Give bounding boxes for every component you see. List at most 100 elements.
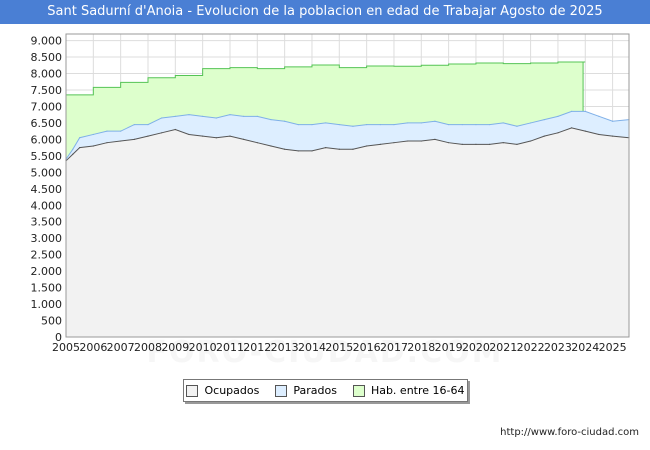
y-tick-label-14: 7.000 <box>31 100 63 113</box>
data-point-ocupados-8 <box>161 132 163 134</box>
data-point-parados-5 <box>120 130 122 132</box>
data-point-parados-29 <box>448 123 450 126</box>
y-tick-label-9: 4.500 <box>31 183 63 196</box>
watermark: FORO-CIUDAD.COM <box>0 335 650 370</box>
legend-label-ocupados: Ocupados <box>204 384 260 397</box>
data-point-parados-24 <box>379 123 381 126</box>
data-point-parados-31 <box>475 123 477 126</box>
data-point-ocupados-31 <box>475 143 477 145</box>
x-tick-label-7: 2012 <box>243 341 271 354</box>
x-tick-label-10: 2015 <box>325 341 353 354</box>
data-point-ocupados-15 <box>256 142 258 144</box>
x-axis: 2005 2006 2007 2008 2009 2010 2011 2012 2013 2014… <box>52 341 627 354</box>
data-point-parados-26 <box>407 122 409 124</box>
legend-label-parados: Parados <box>293 384 337 397</box>
data-point-parados-22 <box>352 125 354 127</box>
y-tick-label-12: 6.000 <box>31 133 63 146</box>
data-point-parados-28 <box>434 120 436 122</box>
data-point-parados-14 <box>243 115 245 117</box>
plot-border <box>65 33 630 338</box>
data-point-ocupados-22 <box>352 148 354 150</box>
data-point-parados-18 <box>297 123 299 126</box>
data-point-ocupados-32 <box>489 143 491 145</box>
data-point-parados-20 <box>325 122 327 124</box>
legend-swatch-hab <box>352 384 365 397</box>
y-tick-label-1: 500 <box>41 315 62 328</box>
data-point-parados-9 <box>174 115 176 117</box>
data-point-parados-35 <box>530 122 532 124</box>
data-point-parados-1 <box>72 148 74 150</box>
x-tick-label-13: 2018 <box>407 341 435 354</box>
legend-label-hab: Hab. entre 16-64 <box>370 384 465 397</box>
data-point-ocupados-2 <box>79 147 81 149</box>
data-point-ocupados-1 <box>72 153 74 155</box>
y-tick-label-17: 8.500 <box>31 51 63 64</box>
data-point-parados-37 <box>557 115 559 117</box>
y-tick-label-4: 2.000 <box>31 265 63 278</box>
y-tick-label-8: 4.000 <box>31 199 63 212</box>
data-point-parados-30 <box>461 123 463 126</box>
data-point-parados-34 <box>516 125 518 127</box>
data-point-ocupados-14 <box>243 138 245 140</box>
data-point-ocupados-25 <box>393 142 395 144</box>
data-point-parados-7 <box>147 123 149 126</box>
x-tick-label-6: 2011 <box>216 341 244 354</box>
y-tick-label-16: 8.000 <box>31 68 63 81</box>
series-line-hab <box>66 61 586 112</box>
chart-canvas: 0 500 1.000 1.500 2.000 2.500 3.000 3.500 4.000 4… <box>31 33 630 354</box>
data-point-parados-36 <box>543 119 545 121</box>
data-point-ocupados-41 <box>612 135 614 137</box>
y-tick-label-6: 3.000 <box>31 232 63 245</box>
x-tick-label-20: 2025 <box>599 341 627 354</box>
x-tick-label-8: 2013 <box>271 341 299 354</box>
x-tick-label-9: 2014 <box>298 341 326 354</box>
source-url[interactable]: http://www.foro-ciudad.com <box>500 427 639 438</box>
y-tick-label-3: 1.500 <box>31 282 63 295</box>
x-tick-label-19: 2024 <box>571 341 599 354</box>
data-point-parados-40 <box>598 115 600 117</box>
y-tick-label-11: 5.500 <box>31 150 63 163</box>
data-point-ocupados-4 <box>106 142 108 144</box>
legend: Ocupados Parados Hab. entre 16-64 <box>183 379 468 402</box>
x-tick-label-15: 2020 <box>462 341 490 354</box>
data-point-parados-23 <box>366 123 368 126</box>
x-tick-label-11: 2016 <box>353 341 381 354</box>
data-point-ocupados-23 <box>366 145 368 147</box>
data-point-parados-15 <box>256 115 258 117</box>
data-point-ocupados-38 <box>571 127 573 129</box>
legend-swatch-parados <box>275 384 288 397</box>
y-tick-label-5: 2.500 <box>31 249 63 262</box>
data-point-ocupados-3 <box>92 145 94 147</box>
x-tick-label-4: 2009 <box>161 341 189 354</box>
data-point-parados-41 <box>612 120 614 122</box>
data-point-ocupados-7 <box>147 135 149 137</box>
data-point-parados-11 <box>202 115 204 117</box>
legend-swatch-ocupados <box>186 384 199 397</box>
y-tick-label-0: 0 <box>55 331 62 344</box>
data-point-parados-16 <box>270 119 272 121</box>
data-point-parados-32 <box>489 123 491 126</box>
data-point-ocupados-9 <box>174 128 176 131</box>
data-point-parados-38 <box>571 110 573 112</box>
data-point-ocupados-10 <box>188 133 190 136</box>
data-point-parados-39 <box>584 110 586 112</box>
y-axis: 0 500 1.000 1.500 2.000 2.500 3.000 3.500 4.000 4… <box>31 35 63 344</box>
data-point-parados-4 <box>106 130 108 132</box>
data-point-parados-27 <box>420 122 422 124</box>
data-point-ocupados-27 <box>420 140 422 142</box>
data-point-ocupados-34 <box>516 143 518 145</box>
y-tick-label-18: 9.000 <box>31 35 63 48</box>
x-tick-label-0: 2005 <box>52 341 80 354</box>
data-point-parados-8 <box>161 117 163 119</box>
x-tick-label-1: 2006 <box>79 341 107 354</box>
data-point-parados-12 <box>215 117 217 119</box>
data-point-ocupados-33 <box>502 142 504 144</box>
data-point-parados-17 <box>284 120 286 122</box>
series-area-ocupados <box>66 127 629 337</box>
legend-item-ocupados: Ocupados <box>186 384 259 397</box>
data-point-ocupados-17 <box>284 148 286 150</box>
data-point-ocupados-12 <box>215 137 217 139</box>
data-point-ocupados-36 <box>543 135 545 137</box>
data-point-ocupados-6 <box>133 138 135 140</box>
chart-title: Sant Sadurní d'Anoia - Evolucion de la p… <box>0 0 650 24</box>
